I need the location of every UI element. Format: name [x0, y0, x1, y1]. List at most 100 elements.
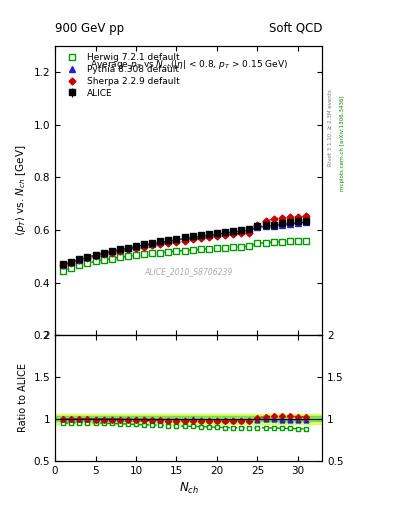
Pythia 8.308 default	[296, 220, 300, 226]
Sherpa 2.2.9 default	[304, 214, 309, 220]
Sherpa 2.2.9 default	[125, 246, 130, 252]
Herwig 7.2.1 default	[255, 240, 260, 246]
Herwig 7.2.1 default	[174, 248, 179, 254]
Sherpa 2.2.9 default	[118, 248, 122, 254]
Herwig 7.2.1 default	[296, 238, 300, 244]
Pythia 8.308 default	[271, 223, 276, 229]
Pythia 8.308 default	[150, 241, 154, 247]
Pythia 8.308 default	[239, 228, 244, 234]
Sherpa 2.2.9 default	[77, 257, 82, 263]
Y-axis label: Ratio to ALICE: Ratio to ALICE	[18, 364, 28, 433]
Pythia 8.308 default	[247, 227, 252, 233]
Pythia 8.308 default	[134, 244, 138, 250]
Pythia 8.308 default	[255, 224, 260, 230]
Herwig 7.2.1 default	[239, 244, 244, 250]
Sherpa 2.2.9 default	[296, 214, 300, 220]
Sherpa 2.2.9 default	[263, 218, 268, 224]
Sherpa 2.2.9 default	[101, 251, 106, 257]
Pythia 8.308 default	[304, 219, 309, 225]
Herwig 7.2.1 default	[77, 262, 82, 268]
Text: Rivet 3.1.10, ≥ 2.3M events: Rivet 3.1.10, ≥ 2.3M events	[328, 90, 333, 166]
Sherpa 2.2.9 default	[215, 233, 219, 240]
Herwig 7.2.1 default	[150, 250, 154, 257]
Pythia 8.308 default	[263, 223, 268, 229]
Sherpa 2.2.9 default	[198, 236, 203, 242]
Sherpa 2.2.9 default	[61, 262, 66, 268]
Pythia 8.308 default	[158, 239, 163, 245]
Sherpa 2.2.9 default	[223, 232, 228, 239]
Herwig 7.2.1 default	[109, 255, 114, 262]
Text: Average $p_T$ vs $N_{ch}$(|$\eta$| < 0.8, $p_T$ > 0.15 GeV): Average $p_T$ vs $N_{ch}$(|$\eta$| < 0.8…	[90, 58, 288, 71]
Pythia 8.308 default	[142, 242, 147, 248]
Herwig 7.2.1 default	[61, 268, 66, 274]
X-axis label: $N_{ch}$: $N_{ch}$	[179, 481, 198, 496]
Text: 900 GeV pp: 900 GeV pp	[55, 22, 124, 34]
Herwig 7.2.1 default	[158, 249, 163, 255]
Pythia 8.308 default	[109, 248, 114, 254]
Herwig 7.2.1 default	[263, 240, 268, 246]
Line: Sherpa 2.2.9 default: Sherpa 2.2.9 default	[61, 214, 309, 267]
Herwig 7.2.1 default	[207, 246, 211, 252]
Pythia 8.308 default	[288, 221, 292, 227]
Herwig 7.2.1 default	[134, 252, 138, 259]
Sherpa 2.2.9 default	[69, 260, 73, 266]
Sherpa 2.2.9 default	[158, 241, 163, 247]
Sherpa 2.2.9 default	[231, 231, 235, 237]
Herwig 7.2.1 default	[69, 265, 73, 271]
Herwig 7.2.1 default	[288, 238, 292, 244]
Sherpa 2.2.9 default	[190, 237, 195, 243]
Herwig 7.2.1 default	[93, 258, 98, 264]
Pythia 8.308 default	[231, 229, 235, 235]
Sherpa 2.2.9 default	[174, 239, 179, 245]
Pythia 8.308 default	[85, 254, 90, 261]
Line: Herwig 7.2.1 default: Herwig 7.2.1 default	[61, 238, 309, 273]
Herwig 7.2.1 default	[198, 246, 203, 252]
Line: Pythia 8.308 default: Pythia 8.308 default	[61, 219, 309, 267]
Sherpa 2.2.9 default	[207, 234, 211, 241]
Sherpa 2.2.9 default	[93, 253, 98, 259]
Sherpa 2.2.9 default	[271, 216, 276, 222]
Pythia 8.308 default	[279, 221, 284, 227]
Pythia 8.308 default	[118, 247, 122, 253]
Text: ALICE_2010_S8706239: ALICE_2010_S8706239	[145, 267, 233, 276]
Sherpa 2.2.9 default	[247, 229, 252, 236]
Sherpa 2.2.9 default	[109, 249, 114, 255]
Herwig 7.2.1 default	[125, 253, 130, 260]
Pythia 8.308 default	[190, 234, 195, 241]
Herwig 7.2.1 default	[223, 245, 228, 251]
Pythia 8.308 default	[69, 259, 73, 265]
Herwig 7.2.1 default	[231, 244, 235, 250]
Herwig 7.2.1 default	[247, 243, 252, 249]
Herwig 7.2.1 default	[182, 247, 187, 253]
Sherpa 2.2.9 default	[288, 214, 292, 220]
Pythia 8.308 default	[61, 262, 66, 268]
Sherpa 2.2.9 default	[166, 240, 171, 246]
Pythia 8.308 default	[93, 252, 98, 258]
Herwig 7.2.1 default	[166, 249, 171, 255]
Herwig 7.2.1 default	[85, 260, 90, 266]
Herwig 7.2.1 default	[271, 239, 276, 245]
Text: mcplots.cern.ch [arXiv:1306.3436]: mcplots.cern.ch [arXiv:1306.3436]	[340, 96, 345, 191]
Pythia 8.308 default	[101, 250, 106, 256]
Pythia 8.308 default	[198, 233, 203, 240]
Y-axis label: $\langle p_T \rangle$ vs. $N_{ch}$ [GeV]: $\langle p_T \rangle$ vs. $N_{ch}$ [GeV]	[14, 145, 28, 237]
Herwig 7.2.1 default	[190, 247, 195, 253]
Sherpa 2.2.9 default	[85, 255, 90, 261]
Herwig 7.2.1 default	[215, 245, 219, 251]
Herwig 7.2.1 default	[101, 257, 106, 263]
Legend: Herwig 7.2.1 default, Pythia 8.308 default, Sherpa 2.2.9 default, ALICE: Herwig 7.2.1 default, Pythia 8.308 defau…	[59, 51, 182, 101]
Sherpa 2.2.9 default	[142, 244, 147, 250]
Text: Soft QCD: Soft QCD	[269, 22, 322, 34]
Pythia 8.308 default	[223, 230, 228, 236]
Pythia 8.308 default	[215, 231, 219, 237]
Sherpa 2.2.9 default	[255, 222, 260, 228]
Sherpa 2.2.9 default	[150, 242, 154, 248]
Sherpa 2.2.9 default	[279, 215, 284, 221]
Sherpa 2.2.9 default	[134, 245, 138, 251]
Pythia 8.308 default	[125, 245, 130, 251]
Pythia 8.308 default	[77, 257, 82, 263]
Sherpa 2.2.9 default	[239, 230, 244, 237]
Herwig 7.2.1 default	[279, 239, 284, 245]
Herwig 7.2.1 default	[142, 251, 147, 257]
Pythia 8.308 default	[207, 232, 211, 239]
